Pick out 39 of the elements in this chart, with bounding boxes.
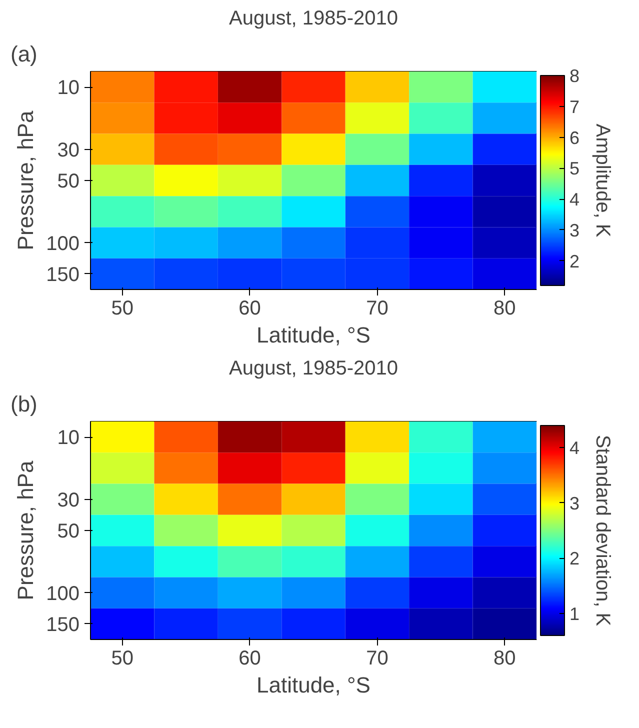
y-axis-title: Pressure, hPa [13,460,38,600]
y-tick-label: 150 [46,614,80,636]
x-tick-label: 60 [238,648,261,670]
x-tick-label: 70 [366,648,388,670]
x-tick-label: 60 [238,298,261,320]
color-bar-label: 2 [570,251,580,272]
chart-title: August, 1985-2010 [228,358,398,380]
color-bar-label: 3 [570,220,580,240]
x-tick-label: 50 [111,648,134,670]
y-tick-label: 10 [57,77,80,100]
text: (a) [10,42,38,66]
y-axis-title: Pressure, hPa [13,110,38,250]
x-tick-label: 80 [494,298,516,320]
color-bar-title: Standard deviation, K [592,434,614,627]
x-tick-label: 70 [366,298,388,320]
y-tick-label: 100 [46,232,80,255]
x-tick-label: 50 [111,298,134,320]
color-bar-label: 3 [570,493,580,514]
color-bar-label: 4 [570,438,580,458]
color-bar-label: 8 [570,66,580,86]
color-bar-label: 2 [570,548,580,569]
color-bar-label: 7 [570,96,580,117]
color-bar-label: 4 [570,190,580,210]
color-bar-label: 5 [570,158,580,179]
x-axis-title: Latitude, °S [256,672,371,698]
y-tick-label: 10 [57,427,80,450]
color-bar-title: Amplitude, K [592,124,614,238]
x-axis-title: Latitude, °S [256,322,371,348]
chart-title: August, 1985-2010 [228,8,398,30]
text: (b) [10,392,38,416]
y-tick-label: 100 [46,582,80,605]
y-tick-label: 50 [57,170,80,192]
color-bar-label: 1 [570,604,580,624]
y-tick-label: 150 [46,264,80,286]
y-tick-label: 50 [57,520,80,542]
y-tick-label: 30 [57,139,80,162]
x-tick-label: 80 [494,648,516,670]
color-bar-label: 6 [570,128,580,148]
y-tick-label: 30 [57,489,80,512]
